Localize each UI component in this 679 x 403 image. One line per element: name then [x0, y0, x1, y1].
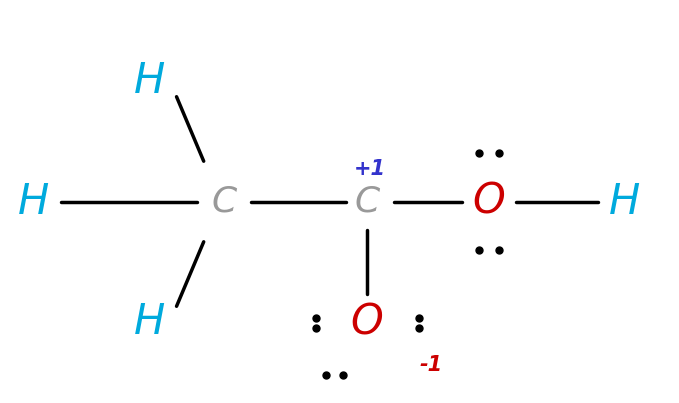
Text: H: H [134, 60, 165, 102]
Text: H: H [18, 181, 50, 222]
Text: O: O [473, 181, 505, 222]
Text: C: C [354, 185, 380, 218]
Text: H: H [609, 181, 640, 222]
Text: O: O [350, 301, 383, 343]
Text: H: H [134, 301, 165, 343]
Text: -1: -1 [420, 355, 443, 375]
Text: +1: +1 [354, 159, 386, 179]
Text: C: C [211, 185, 237, 218]
